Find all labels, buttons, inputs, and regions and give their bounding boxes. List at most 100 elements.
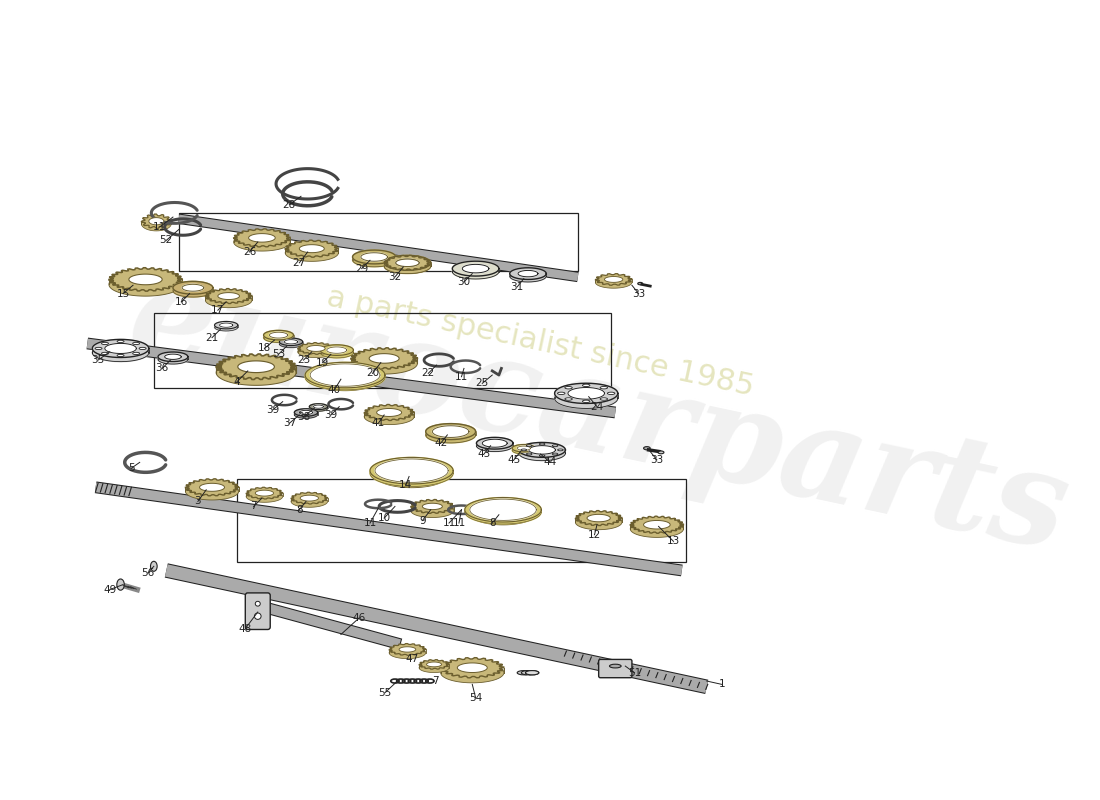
Polygon shape	[353, 253, 396, 267]
Polygon shape	[206, 293, 252, 308]
Polygon shape	[376, 459, 447, 482]
Polygon shape	[199, 483, 224, 491]
Ellipse shape	[95, 347, 102, 350]
Text: 25: 25	[475, 378, 488, 388]
Polygon shape	[92, 339, 148, 358]
Polygon shape	[364, 405, 414, 421]
Polygon shape	[529, 446, 556, 454]
Polygon shape	[299, 410, 312, 414]
Polygon shape	[426, 424, 475, 439]
Text: 54: 54	[469, 693, 482, 702]
Text: 39: 39	[324, 410, 338, 420]
Ellipse shape	[638, 282, 642, 285]
Text: 43: 43	[477, 449, 491, 459]
Ellipse shape	[151, 562, 157, 571]
Polygon shape	[285, 240, 339, 257]
Polygon shape	[309, 406, 328, 411]
Polygon shape	[109, 273, 183, 296]
Polygon shape	[452, 261, 499, 276]
Text: 4: 4	[233, 377, 240, 386]
Ellipse shape	[254, 613, 261, 619]
Polygon shape	[488, 506, 517, 514]
Ellipse shape	[564, 386, 572, 389]
Polygon shape	[410, 504, 454, 518]
Polygon shape	[238, 361, 274, 373]
Polygon shape	[214, 322, 238, 329]
Polygon shape	[292, 495, 328, 507]
Polygon shape	[472, 505, 535, 525]
Polygon shape	[264, 333, 294, 342]
Polygon shape	[426, 427, 475, 443]
Polygon shape	[465, 498, 541, 522]
Text: 33: 33	[650, 455, 663, 465]
Ellipse shape	[255, 602, 261, 606]
Polygon shape	[575, 510, 622, 526]
Polygon shape	[370, 460, 453, 486]
Ellipse shape	[558, 449, 563, 450]
Polygon shape	[186, 479, 239, 496]
Polygon shape	[320, 345, 353, 355]
Text: 20: 20	[366, 368, 379, 378]
Polygon shape	[410, 499, 454, 514]
Ellipse shape	[644, 446, 650, 450]
Polygon shape	[375, 459, 448, 482]
Text: 40: 40	[328, 385, 341, 395]
Polygon shape	[299, 245, 324, 253]
Text: 8: 8	[488, 518, 495, 528]
Polygon shape	[587, 514, 610, 522]
Text: 42: 42	[434, 438, 448, 448]
Text: 16: 16	[175, 297, 188, 307]
Polygon shape	[246, 490, 283, 502]
Text: 15: 15	[117, 289, 130, 298]
Polygon shape	[351, 348, 417, 369]
Text: 37: 37	[283, 418, 296, 428]
Polygon shape	[183, 284, 204, 291]
Ellipse shape	[101, 352, 109, 354]
Polygon shape	[519, 442, 565, 458]
Polygon shape	[279, 340, 302, 347]
Ellipse shape	[521, 670, 535, 675]
Text: 3: 3	[195, 497, 201, 506]
Polygon shape	[206, 289, 252, 303]
Polygon shape	[384, 258, 431, 274]
Polygon shape	[575, 514, 622, 530]
Text: 33: 33	[632, 289, 646, 298]
Ellipse shape	[117, 340, 124, 342]
Ellipse shape	[583, 400, 590, 402]
Ellipse shape	[526, 670, 539, 675]
Ellipse shape	[133, 352, 140, 354]
Text: a parts specialist since 1985: a parts specialist since 1985	[324, 282, 757, 402]
Ellipse shape	[139, 347, 146, 350]
Text: 8: 8	[296, 505, 303, 514]
Polygon shape	[568, 387, 605, 399]
Ellipse shape	[521, 449, 527, 450]
Polygon shape	[513, 445, 536, 452]
Polygon shape	[329, 370, 361, 380]
Text: 45: 45	[507, 455, 520, 465]
Polygon shape	[173, 282, 213, 294]
Polygon shape	[279, 338, 302, 346]
Text: 46: 46	[353, 613, 366, 623]
Polygon shape	[361, 253, 387, 262]
Polygon shape	[470, 499, 537, 520]
Polygon shape	[441, 658, 504, 678]
Text: 1: 1	[718, 679, 725, 690]
Text: 5: 5	[128, 463, 134, 473]
Text: eurocarparts: eurocarparts	[118, 254, 1079, 579]
Text: 48: 48	[239, 624, 252, 634]
Polygon shape	[233, 233, 290, 251]
Text: 18: 18	[257, 343, 271, 354]
Text: 32: 32	[388, 272, 401, 282]
Text: 22: 22	[421, 368, 434, 378]
Text: 27: 27	[293, 258, 306, 268]
Polygon shape	[376, 466, 447, 488]
Polygon shape	[310, 364, 380, 386]
Text: 7: 7	[432, 676, 439, 686]
Polygon shape	[285, 244, 339, 262]
Polygon shape	[233, 229, 290, 247]
Ellipse shape	[607, 392, 615, 394]
Polygon shape	[605, 277, 623, 282]
Polygon shape	[509, 270, 547, 282]
Text: 12: 12	[587, 530, 601, 540]
Text: 49: 49	[103, 585, 117, 594]
